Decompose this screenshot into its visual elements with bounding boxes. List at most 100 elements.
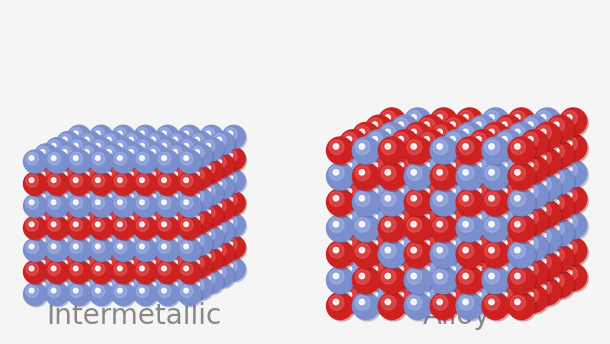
Circle shape bbox=[147, 257, 160, 269]
Circle shape bbox=[179, 205, 203, 228]
Circle shape bbox=[443, 233, 470, 260]
Circle shape bbox=[203, 238, 215, 251]
Circle shape bbox=[157, 205, 181, 228]
Circle shape bbox=[178, 248, 201, 271]
Circle shape bbox=[404, 122, 431, 149]
Circle shape bbox=[391, 245, 418, 272]
Circle shape bbox=[168, 167, 192, 190]
Circle shape bbox=[69, 183, 92, 206]
Circle shape bbox=[179, 271, 203, 294]
Circle shape bbox=[73, 288, 78, 293]
Circle shape bbox=[540, 166, 546, 172]
Circle shape bbox=[437, 166, 442, 172]
Circle shape bbox=[224, 216, 237, 228]
Circle shape bbox=[497, 195, 523, 222]
Circle shape bbox=[537, 189, 551, 203]
Circle shape bbox=[398, 162, 403, 168]
Circle shape bbox=[433, 295, 448, 310]
Circle shape bbox=[456, 278, 483, 305]
Circle shape bbox=[393, 169, 420, 196]
Circle shape bbox=[456, 174, 483, 201]
Circle shape bbox=[339, 207, 367, 235]
Circle shape bbox=[489, 299, 494, 305]
Circle shape bbox=[456, 108, 483, 135]
Circle shape bbox=[469, 167, 496, 194]
Circle shape bbox=[103, 235, 116, 247]
Circle shape bbox=[381, 266, 396, 281]
Circle shape bbox=[62, 270, 67, 274]
Circle shape bbox=[200, 236, 223, 259]
Circle shape bbox=[469, 219, 496, 246]
Circle shape bbox=[147, 279, 160, 291]
Circle shape bbox=[118, 232, 122, 236]
Circle shape bbox=[91, 173, 114, 196]
Circle shape bbox=[509, 265, 537, 292]
Circle shape bbox=[367, 287, 394, 314]
Circle shape bbox=[354, 228, 381, 255]
Circle shape bbox=[463, 273, 468, 279]
Circle shape bbox=[540, 155, 546, 161]
Circle shape bbox=[102, 256, 125, 279]
Circle shape bbox=[359, 181, 365, 186]
Circle shape bbox=[179, 193, 203, 216]
Circle shape bbox=[91, 151, 114, 174]
Circle shape bbox=[342, 210, 357, 225]
Circle shape bbox=[420, 288, 435, 303]
Circle shape bbox=[156, 182, 179, 205]
Circle shape bbox=[134, 192, 157, 215]
Circle shape bbox=[353, 148, 379, 175]
Circle shape bbox=[178, 214, 201, 237]
Circle shape bbox=[129, 226, 133, 230]
Circle shape bbox=[381, 125, 396, 140]
Circle shape bbox=[404, 241, 431, 268]
Circle shape bbox=[523, 143, 550, 170]
Circle shape bbox=[432, 268, 459, 295]
Circle shape bbox=[203, 206, 215, 219]
Circle shape bbox=[156, 172, 179, 195]
Circle shape bbox=[129, 181, 133, 186]
Circle shape bbox=[214, 156, 226, 169]
Circle shape bbox=[489, 207, 494, 212]
Circle shape bbox=[158, 228, 171, 241]
Circle shape bbox=[521, 115, 548, 142]
Circle shape bbox=[189, 254, 212, 277]
Circle shape bbox=[437, 285, 442, 290]
Circle shape bbox=[450, 278, 455, 283]
Circle shape bbox=[79, 232, 102, 255]
Circle shape bbox=[179, 262, 203, 285]
Circle shape bbox=[157, 227, 181, 250]
Circle shape bbox=[29, 266, 34, 271]
Circle shape bbox=[168, 265, 192, 288]
Circle shape bbox=[40, 172, 45, 176]
Circle shape bbox=[346, 240, 351, 246]
Circle shape bbox=[458, 242, 485, 269]
Circle shape bbox=[398, 292, 403, 298]
Circle shape bbox=[511, 281, 525, 295]
Circle shape bbox=[125, 178, 138, 191]
Circle shape bbox=[528, 174, 533, 179]
Circle shape bbox=[372, 122, 378, 127]
Circle shape bbox=[511, 217, 525, 232]
Circle shape bbox=[476, 174, 481, 179]
Circle shape bbox=[511, 266, 525, 281]
Circle shape bbox=[482, 238, 509, 265]
Circle shape bbox=[354, 268, 381, 295]
Circle shape bbox=[528, 240, 533, 246]
Circle shape bbox=[151, 260, 156, 265]
Circle shape bbox=[406, 228, 433, 255]
Circle shape bbox=[391, 167, 418, 194]
Circle shape bbox=[167, 144, 190, 167]
Circle shape bbox=[536, 150, 562, 177]
Circle shape bbox=[158, 272, 171, 285]
Circle shape bbox=[37, 257, 49, 269]
Circle shape bbox=[37, 190, 49, 203]
Circle shape bbox=[167, 210, 190, 233]
Circle shape bbox=[511, 177, 525, 192]
Circle shape bbox=[553, 226, 559, 231]
Circle shape bbox=[228, 241, 232, 246]
Circle shape bbox=[393, 235, 420, 262]
Circle shape bbox=[68, 147, 91, 170]
Circle shape bbox=[419, 195, 446, 222]
Circle shape bbox=[411, 170, 417, 175]
Circle shape bbox=[69, 249, 92, 272]
